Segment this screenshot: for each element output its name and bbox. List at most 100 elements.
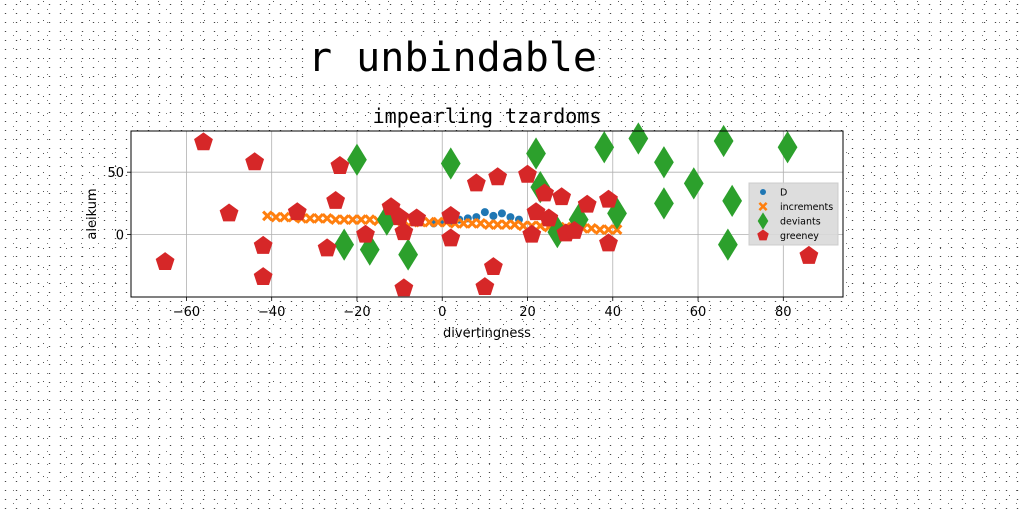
data-point [552, 187, 572, 206]
data-point [458, 217, 469, 229]
x-tick-label: 60 [690, 305, 707, 320]
data-point [219, 203, 239, 222]
y-tick-label: 0 [116, 229, 124, 244]
x-tick-label: 20 [519, 305, 536, 320]
x-tick-label: −60 [173, 305, 200, 320]
y-tick-label: 50 [107, 166, 124, 181]
data-point [194, 132, 213, 151]
data-point [390, 207, 410, 226]
data-point [683, 167, 704, 200]
series-3 [155, 132, 819, 297]
data-point [334, 228, 355, 261]
data-point [492, 219, 504, 231]
data-point [518, 164, 537, 183]
data-point [287, 202, 307, 221]
x-tick-label: 0 [438, 305, 446, 320]
data-point [253, 235, 273, 254]
data-point [364, 214, 376, 226]
x-tick-label: −20 [343, 305, 370, 320]
data-point [279, 211, 290, 223]
legend-label: increments [780, 202, 833, 213]
data-point [607, 197, 627, 230]
data-point [347, 214, 359, 226]
chart-title: impearling tzardoms [373, 104, 602, 128]
data-point [330, 214, 342, 226]
data-point [376, 203, 397, 236]
data-point [424, 216, 435, 228]
legend-label: greeney [780, 231, 819, 242]
data-point [398, 238, 419, 271]
data-point [777, 131, 798, 164]
legend-marker [757, 229, 769, 241]
data-point [321, 212, 333, 224]
figure-title: r unbindable [308, 35, 597, 81]
data-point [466, 173, 486, 192]
data-point [594, 224, 606, 236]
data-point [517, 220, 529, 232]
data-point [586, 222, 597, 234]
legend-label: deviants [780, 217, 821, 228]
data-point [262, 210, 273, 222]
axis-ticks: −60 −40 −20 0 20 40 60 80 0 50 [107, 166, 791, 320]
legend-marker [758, 202, 768, 211]
data-point [500, 219, 512, 231]
data-point [654, 146, 674, 179]
data-point [347, 143, 367, 176]
data-point [599, 189, 618, 208]
data-point [355, 214, 367, 226]
x-axis-label: divertingness [443, 326, 531, 341]
y-axis-label: aleikum [85, 188, 100, 239]
data-point [594, 131, 615, 164]
data-point [466, 217, 478, 229]
data-point [313, 212, 324, 224]
data-point [317, 238, 337, 257]
data-point [539, 208, 559, 227]
data-point [394, 222, 414, 241]
data-point [270, 211, 282, 223]
data-point [356, 224, 375, 243]
data-point [722, 184, 743, 218]
data-point [432, 216, 444, 228]
axes-frame [130, 130, 844, 298]
data-point [245, 152, 265, 171]
data-point [488, 167, 508, 186]
data-point [564, 220, 584, 239]
data-point [326, 190, 346, 209]
data-point [441, 205, 461, 224]
legend-marker [760, 189, 766, 195]
data-point [713, 124, 734, 158]
data-point [338, 214, 350, 226]
data-points [155, 122, 819, 297]
data-point [526, 137, 546, 170]
data-point [603, 224, 614, 236]
data-point [253, 267, 273, 286]
legend-label: D [780, 188, 787, 199]
data-point [509, 219, 521, 231]
data-point [483, 257, 503, 276]
data-point [611, 224, 623, 236]
data-point [407, 208, 427, 227]
data-point [440, 147, 461, 180]
data-point [304, 212, 316, 224]
data-point [506, 213, 515, 222]
data-point [483, 219, 495, 231]
data-point [475, 217, 487, 229]
data-point [535, 183, 554, 202]
x-tick-label: 40 [604, 305, 621, 320]
data-point [394, 278, 414, 297]
data-point [441, 228, 461, 247]
data-point [599, 233, 618, 252]
data-point [654, 187, 674, 220]
legend-marker [757, 212, 769, 230]
data-point [628, 122, 649, 155]
data-point [718, 228, 738, 261]
data-point [480, 208, 489, 217]
data-point [497, 209, 506, 218]
x-tick-label: 80 [775, 305, 792, 320]
data-point [577, 194, 597, 213]
data-point [522, 224, 542, 243]
data-point [489, 211, 498, 220]
data-point [330, 156, 350, 174]
